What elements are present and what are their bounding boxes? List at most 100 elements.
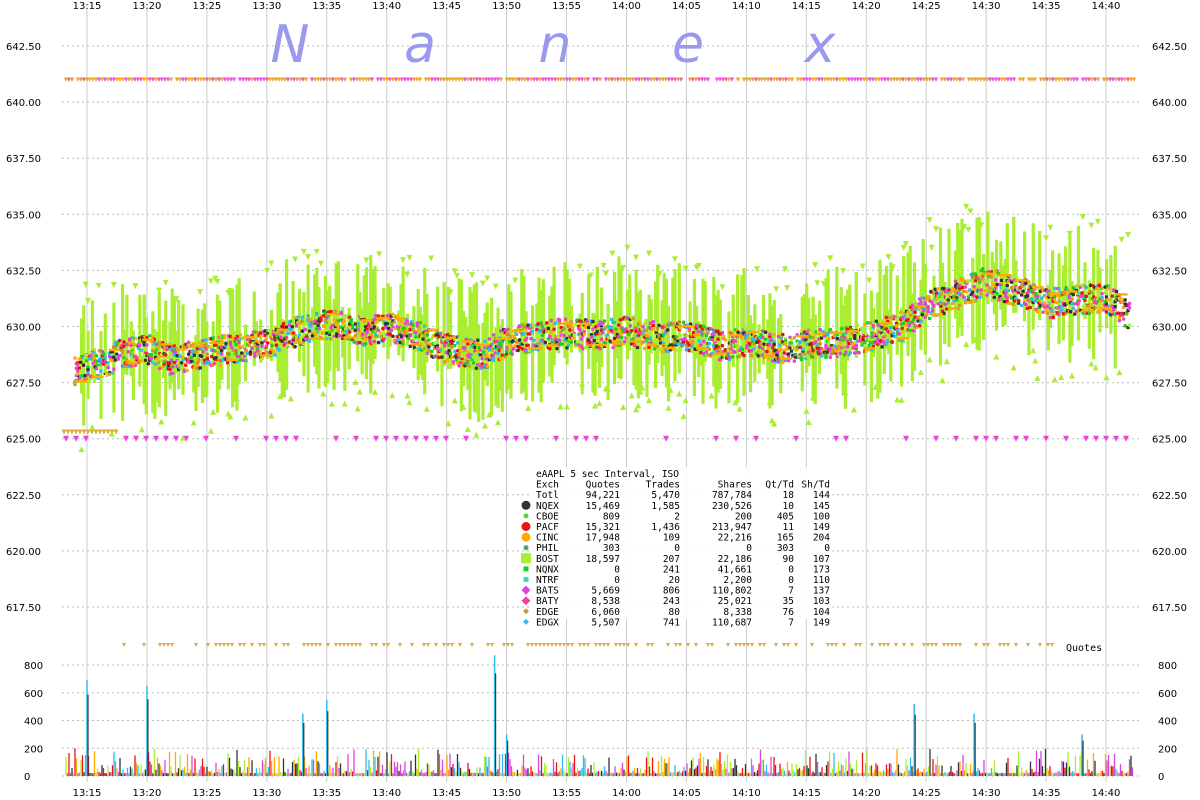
quote-band-marker xyxy=(207,77,213,82)
exchange-quote-point xyxy=(175,353,179,358)
quote-band-marker xyxy=(837,77,843,82)
exchange-quote-point xyxy=(73,356,77,360)
exchange-quote-point xyxy=(781,360,785,364)
exchange-quote-point xyxy=(333,328,337,332)
quote-band-marker xyxy=(453,77,459,82)
bost-quote-marker xyxy=(812,262,819,269)
legend-header: Quotes xyxy=(586,480,620,491)
exchange-quote-point xyxy=(652,340,657,345)
exchange-quote-point xyxy=(683,333,687,337)
exchange-quote-point xyxy=(350,324,355,328)
exchange-quote-point xyxy=(497,348,502,353)
quote-band-marker xyxy=(642,77,648,82)
iso-row-marker xyxy=(830,643,834,647)
exchange-quote-point xyxy=(267,328,272,333)
exchange-quote-point xyxy=(158,352,162,356)
quote-band-marker xyxy=(630,77,636,82)
exchange-quote-point xyxy=(169,358,173,363)
quote-band-marker xyxy=(1071,77,1077,82)
exchange-quote-point xyxy=(191,342,195,346)
exchange-quote-point xyxy=(535,331,539,336)
exchange-quote-point xyxy=(1016,298,1021,303)
exchange-quote-point xyxy=(894,321,899,326)
exchange-quote-point xyxy=(633,334,637,338)
legend-cell: 11 xyxy=(783,522,795,533)
bost-quote-marker xyxy=(445,420,452,427)
exchange-quote-point xyxy=(920,312,925,317)
exchange-quote-point xyxy=(474,366,479,371)
exchange-quote-point xyxy=(648,321,653,325)
exchange-quote-point xyxy=(195,364,199,368)
exchange-quote-point xyxy=(690,349,694,354)
iso-row-marker xyxy=(262,643,266,647)
iso-row-marker xyxy=(458,643,462,647)
bost-quote-marker xyxy=(602,270,609,277)
cinc-quote-level xyxy=(1048,292,1061,295)
quote-band-marker xyxy=(183,77,189,82)
exchange-quote-point xyxy=(328,321,332,325)
exchange-quote-point xyxy=(499,343,503,347)
exchange-quote-point xyxy=(925,297,929,301)
exchange-quote-point xyxy=(447,343,451,347)
exchange-quote-point xyxy=(470,357,474,361)
exchange-quote-point xyxy=(572,333,577,337)
exchange-quote-point xyxy=(720,330,725,335)
iso-row-marker xyxy=(550,643,554,647)
exchange-quote-point xyxy=(870,335,874,339)
quote-band-marker xyxy=(267,77,273,82)
exchange-quote-point xyxy=(1083,296,1087,300)
exchange-quote-point xyxy=(768,343,772,347)
cinc-quote-level xyxy=(779,357,792,360)
exchange-quote-point xyxy=(271,350,276,354)
logo-letter: a xyxy=(404,15,436,75)
exchange-quote-point xyxy=(1088,283,1093,288)
exchange-quote-point xyxy=(1097,283,1102,288)
exchange-quote-point xyxy=(939,300,943,305)
exchange-quote-point xyxy=(575,318,579,322)
exchange-quote-point xyxy=(155,357,159,361)
quote-band-marker xyxy=(699,77,705,82)
exchange-quote-point xyxy=(299,335,303,340)
exchange-quote-point xyxy=(563,317,568,321)
quote-band-marker xyxy=(885,77,891,82)
quote-band-marker xyxy=(61,429,67,435)
legend-cell: 7 xyxy=(788,617,794,628)
exchange-quote-point xyxy=(782,351,786,355)
bost-quote-bar xyxy=(155,331,159,402)
exchange-quote-point xyxy=(747,342,752,346)
exchange-quote-point xyxy=(926,306,930,311)
exchange-quote-point xyxy=(526,323,530,327)
cinc-quote-level xyxy=(276,328,289,332)
exchange-quote-point xyxy=(255,349,260,353)
exchange-quote-point xyxy=(750,339,755,344)
x-tick-label: 14:35 xyxy=(1032,1,1061,12)
exchange-quote-point xyxy=(801,337,805,341)
exchange-quote-point xyxy=(329,325,333,330)
exchange-quote-point xyxy=(1048,316,1052,320)
legend-cell: 90 xyxy=(783,554,795,565)
quote-band-marker xyxy=(603,77,609,82)
exchange-quote-point xyxy=(536,348,540,352)
exchange-quote-point xyxy=(441,340,445,345)
exchange-quote-point xyxy=(438,348,443,352)
quote-band-marker xyxy=(1107,77,1113,82)
exchange-quote-point xyxy=(1089,302,1093,306)
bost-quote-marker xyxy=(639,384,646,391)
exchange-quote-point xyxy=(234,349,238,353)
quote-band-marker xyxy=(999,77,1005,82)
bost-quote-bar xyxy=(757,324,761,374)
quote-band-marker xyxy=(363,77,369,82)
y-tick-label: 642.50 xyxy=(6,42,41,53)
exchange-quote-point xyxy=(553,321,558,325)
cinc-quote-level xyxy=(494,337,507,341)
exchange-quote-point xyxy=(832,334,837,338)
volume-tick-label: 800 xyxy=(24,661,43,672)
iso-row-marker xyxy=(1014,643,1018,647)
quote-band-marker xyxy=(1050,77,1056,82)
quote-band-marker xyxy=(1026,77,1032,82)
exchange-quote-point xyxy=(116,357,120,361)
exchange-quote-point xyxy=(1061,312,1065,316)
cinc-quote-level xyxy=(561,322,574,325)
exchange-quote-point xyxy=(152,359,156,363)
